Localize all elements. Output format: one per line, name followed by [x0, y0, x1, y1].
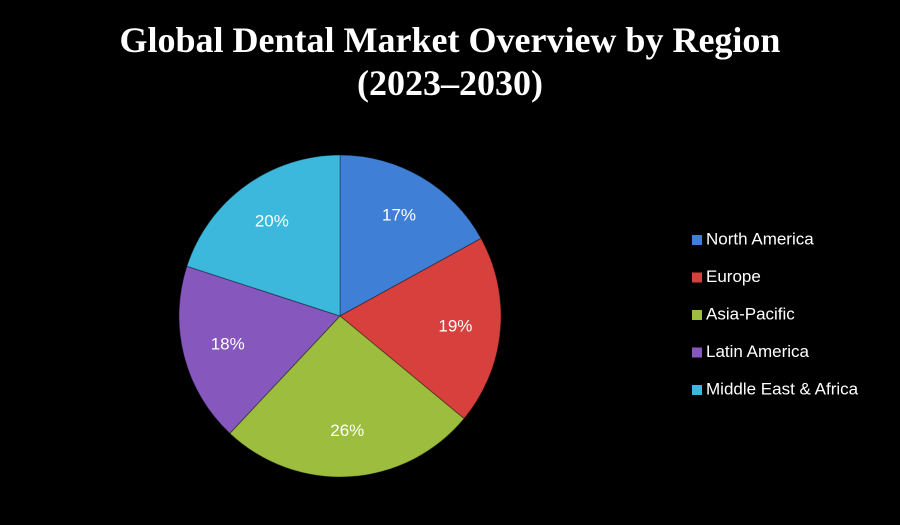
- data-label: 17%: [382, 206, 416, 225]
- chart-title: Global Dental Market Overview by Region: [120, 20, 781, 60]
- legend-label: Latin America: [706, 342, 810, 361]
- data-label: 19%: [438, 316, 472, 335]
- legend-marker: [692, 235, 702, 245]
- legend-marker: [692, 310, 702, 320]
- legend-marker: [692, 385, 702, 395]
- legend-marker: [692, 347, 702, 358]
- data-label: 20%: [255, 212, 289, 231]
- pie-slice: [339, 237, 502, 420]
- pie-slice: [186, 154, 341, 317]
- pie-slice: [229, 315, 465, 478]
- chart-subtitle: (2023–2030): [357, 63, 543, 103]
- legend-marker: [692, 272, 702, 283]
- legend-label: Europe: [706, 267, 761, 286]
- legend-label: North America: [706, 229, 814, 248]
- data-label: 18%: [211, 334, 245, 353]
- pie-slice: [339, 154, 482, 317]
- pie-slice: [178, 265, 341, 435]
- legend-label: Middle East & Africa: [706, 379, 859, 398]
- data-label: 26%: [330, 421, 364, 440]
- legend-label: Asia-Pacific: [706, 304, 795, 323]
